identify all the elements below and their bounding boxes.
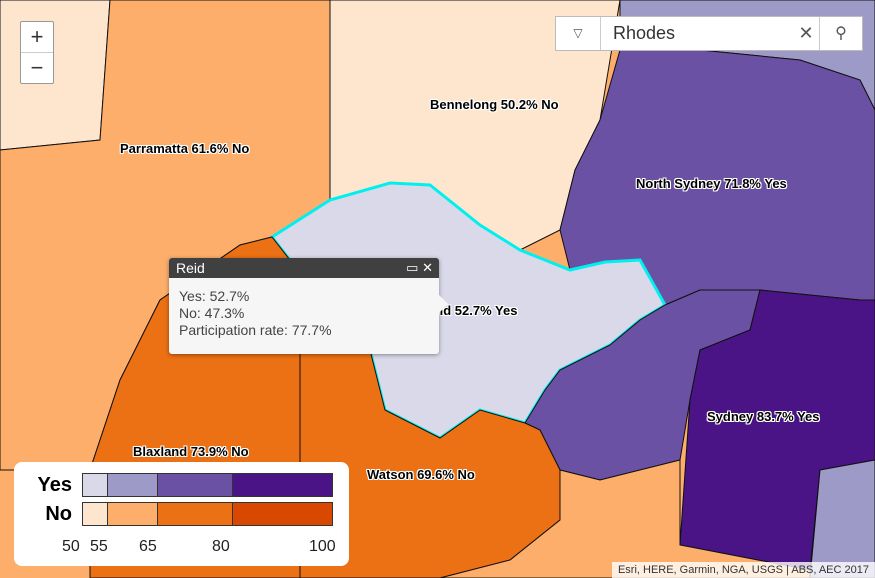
label-sydney: Sydney 83.7% Yes — [707, 409, 820, 424]
popup-pointer — [438, 294, 448, 314]
label-blaxland: Blaxland 73.9% No — [133, 444, 249, 459]
clear-icon[interactable]: ✕ — [798, 23, 814, 43]
label-north-sydney: North Sydney 71.8% Yes — [636, 176, 787, 191]
legend-yes-65-80 — [157, 473, 233, 497]
legend-tick: 100 — [309, 538, 336, 555]
legend: Yes No 50 55 65 80 100 — [14, 462, 349, 566]
region-south-east[interactable] — [809, 459, 875, 578]
zoom-control: + − — [20, 21, 54, 84]
search-widget: ▽ Rhodes ✕ ⚲ — [555, 16, 863, 51]
region-top-left[interactable] — [0, 0, 111, 151]
popup-no: No: 47.3% — [179, 305, 245, 321]
legend-no-label: No — [45, 502, 72, 525]
legend-tick: 80 — [212, 538, 230, 555]
popup: Reid ▭ ✕ Yes: 52.7% No: 47.3% Participat… — [169, 258, 448, 354]
attribution: Esri, HERE, Garmin, NGA, USGS | ABS, AEC… — [611, 562, 875, 578]
region-watson[interactable] — [299, 349, 561, 578]
legend-yes-80-100 — [232, 473, 333, 497]
source-dropdown-icon[interactable]: ▽ — [556, 17, 601, 50]
legend-no-65-80 — [157, 502, 233, 526]
popup-yes: Yes: 52.7% — [179, 288, 250, 304]
label-watson: Watson 69.6% No — [367, 467, 475, 482]
label-bennelong: Bennelong 50.2% No — [430, 97, 559, 112]
maximize-icon[interactable]: ▭ — [406, 260, 419, 275]
search-icon[interactable]: ⚲ — [819, 17, 862, 50]
legend-no-55-65 — [107, 502, 158, 526]
legend-tick: 50 — [62, 538, 80, 555]
popup-title: Reid — [176, 260, 205, 276]
close-icon[interactable]: ✕ — [422, 260, 433, 275]
legend-yes-label: Yes — [37, 473, 72, 496]
popup-participation: Participation rate: 77.7% — [179, 322, 332, 338]
legend-tick: 55 — [90, 538, 108, 555]
zoom-in-button[interactable]: + — [30, 24, 44, 49]
zoom-out-button[interactable]: − — [21, 52, 53, 83]
legend-yes-55-65 — [107, 473, 158, 497]
legend-no-50-55 — [82, 502, 108, 526]
legend-tick: 65 — [139, 538, 157, 555]
legend-yes-50-55 — [82, 473, 108, 497]
legend-no-80-100 — [232, 502, 333, 526]
label-parramatta: Parramatta 61.6% No — [120, 141, 250, 156]
search-input[interactable]: Rhodes — [613, 23, 676, 43]
